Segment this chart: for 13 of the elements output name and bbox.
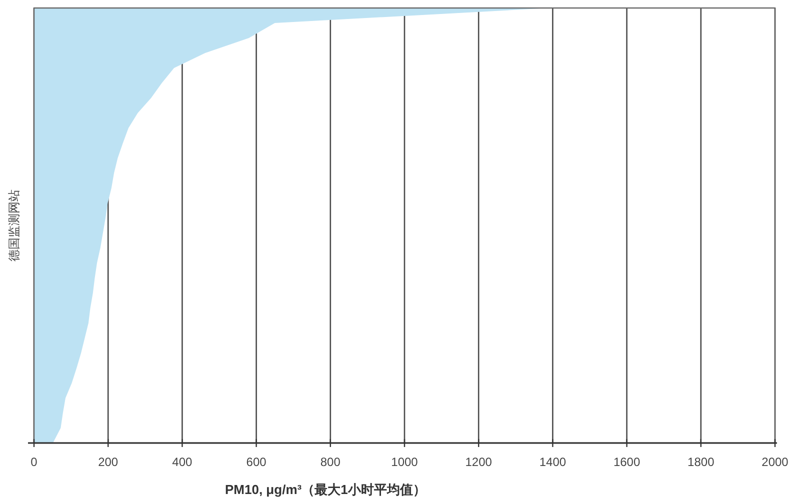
x-tick-label: 800: [320, 455, 341, 469]
x-tick-label: 1400: [539, 455, 566, 469]
x-tick-label: 1000: [391, 455, 418, 469]
x-tick-label: 2000: [762, 455, 789, 469]
x-tick-label: 0: [30, 455, 38, 469]
x-tick-label: 1600: [613, 455, 640, 469]
x-tick-label: 600: [246, 455, 267, 469]
x-tick-label: 1200: [465, 455, 492, 469]
x-tick-label: 400: [172, 455, 193, 469]
y-axis-title: 德国监测网站: [7, 190, 21, 262]
x-tick-label: 200: [98, 455, 118, 469]
x-axis-title: PM10, μg/m³（最大1小时平均值）: [225, 482, 426, 497]
x-tick-label: 1800: [688, 455, 715, 469]
